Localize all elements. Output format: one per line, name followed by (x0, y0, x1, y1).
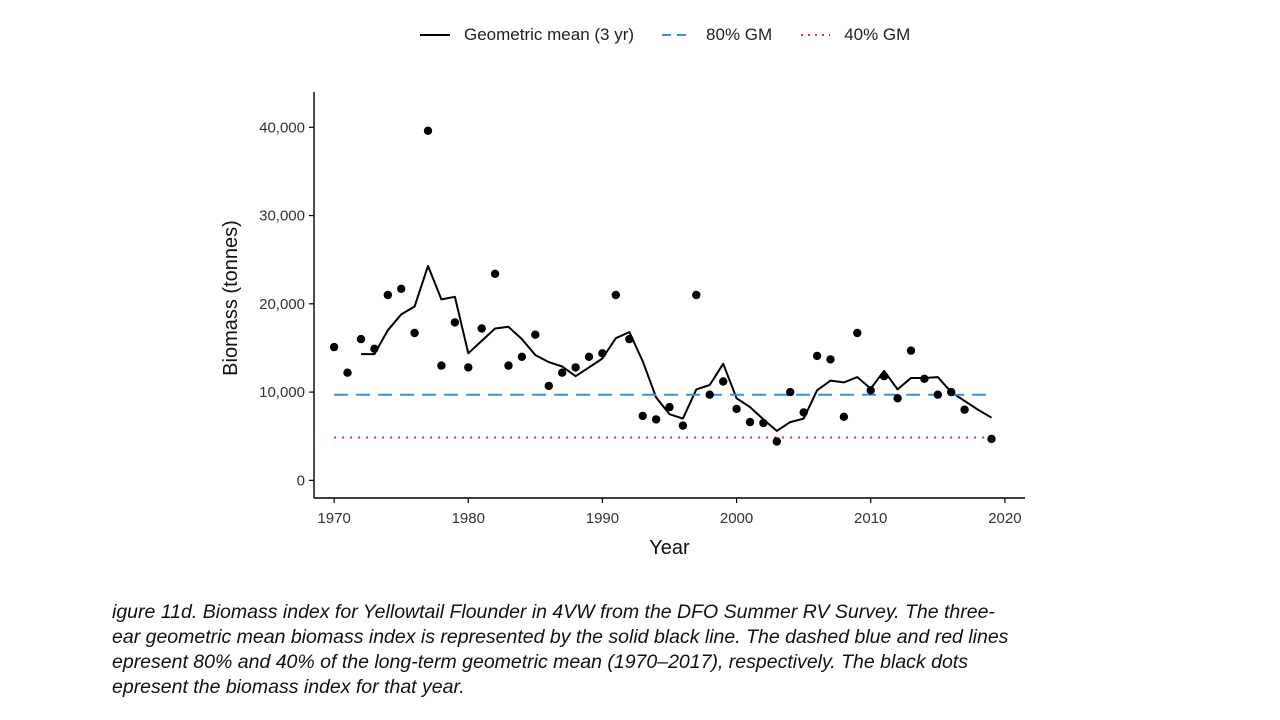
legend-item-geometric-mean: Geometric mean (3 yr) (418, 25, 634, 45)
plot-marks (329, 126, 996, 446)
legend-swatch-dotted-line (801, 34, 831, 36)
chart-legend: Geometric mean (3 yr) 80% GM 40% GM (418, 22, 936, 48)
caption-line: ear geometric mean biomass index is repr… (112, 626, 1009, 648)
data-point (772, 437, 781, 446)
data-point (410, 328, 419, 338)
legend-item-40-gm: 40% GM (798, 25, 910, 45)
data-point (705, 390, 714, 399)
x-tick-label: 1970 (317, 510, 350, 527)
data-point (598, 349, 607, 358)
data-point (651, 415, 661, 424)
legend-label-80-gm: 80% GM (706, 25, 773, 44)
data-point (544, 381, 553, 391)
caption-line: igure 11d. Biomass index for Yellowtail … (112, 601, 995, 623)
y-axis-title: Biomass (tonnes) (220, 220, 242, 376)
data-point (933, 390, 942, 399)
legend-label-40-gm: 40% GM (844, 25, 911, 44)
data-point (584, 352, 594, 361)
data-point (558, 368, 567, 377)
legend-swatch-solid-line (420, 34, 450, 36)
data-point (611, 290, 620, 300)
data-point (853, 328, 862, 338)
data-point (759, 418, 768, 428)
legend-swatch-dashed-line (662, 34, 693, 36)
data-point (879, 372, 889, 381)
x-tick-label: 1980 (452, 510, 485, 527)
figure-caption: igure 11d. Biomass index for Yellowtail … (112, 600, 1152, 700)
data-point (839, 412, 849, 421)
data-point (638, 411, 647, 421)
data-point (356, 334, 366, 344)
data-point (732, 404, 741, 414)
data-point (397, 284, 406, 293)
y-tick-label: 30,000 (259, 208, 305, 225)
data-point (423, 126, 433, 135)
data-point (665, 402, 674, 412)
data-point (786, 387, 795, 397)
y-tick-label: 0 (297, 472, 305, 489)
data-point (464, 363, 473, 372)
x-axis-title: Year (649, 537, 690, 559)
data-point (437, 361, 446, 370)
data-point (383, 290, 392, 300)
series-line-geometric-mean (361, 264, 993, 432)
data-point (692, 290, 701, 300)
legend-item-80-gm: 80% GM (660, 25, 772, 45)
data-point (490, 269, 500, 278)
data-point (960, 405, 969, 414)
data-point (370, 344, 379, 353)
data-point (719, 377, 728, 386)
x-tick-label: 2020 (988, 510, 1021, 527)
data-point (678, 421, 688, 430)
data-point (906, 346, 916, 355)
y-tick-label: 40,000 (259, 119, 305, 136)
caption-line: epresent 80% and 40% of the long-term ge… (112, 651, 968, 673)
data-point (799, 408, 808, 417)
x-tick-label: 1990 (586, 510, 619, 527)
data-point (947, 387, 956, 397)
data-point (987, 434, 996, 444)
data-point (625, 334, 634, 344)
data-point (812, 351, 822, 361)
data-point (826, 355, 835, 364)
y-tick-label: 20,000 (259, 296, 305, 313)
data-point (893, 394, 902, 403)
x-axis-ticks: 1970 1980 1990 2000 2010 2020 (317, 498, 1022, 527)
data-point (504, 361, 513, 370)
data-point (745, 417, 755, 427)
legend-label-geometric-mean: Geometric mean (3 yr) (464, 25, 635, 44)
y-axis-ticks: 0 10,000 20,000 30,000 40,000 (259, 119, 314, 489)
data-point (866, 386, 875, 395)
y-tick-label: 10,000 (259, 384, 305, 401)
data-point (477, 324, 486, 333)
data-point (531, 330, 540, 339)
x-tick-label: 2010 (854, 510, 887, 527)
data-point (517, 352, 527, 361)
x-tick-label: 2000 (720, 510, 753, 527)
data-point (571, 363, 580, 372)
data-point (920, 374, 929, 383)
data-point (329, 342, 339, 352)
data-point (343, 368, 352, 377)
caption-line: epresent the biomass index for that year… (112, 676, 465, 698)
data-point (450, 318, 460, 327)
